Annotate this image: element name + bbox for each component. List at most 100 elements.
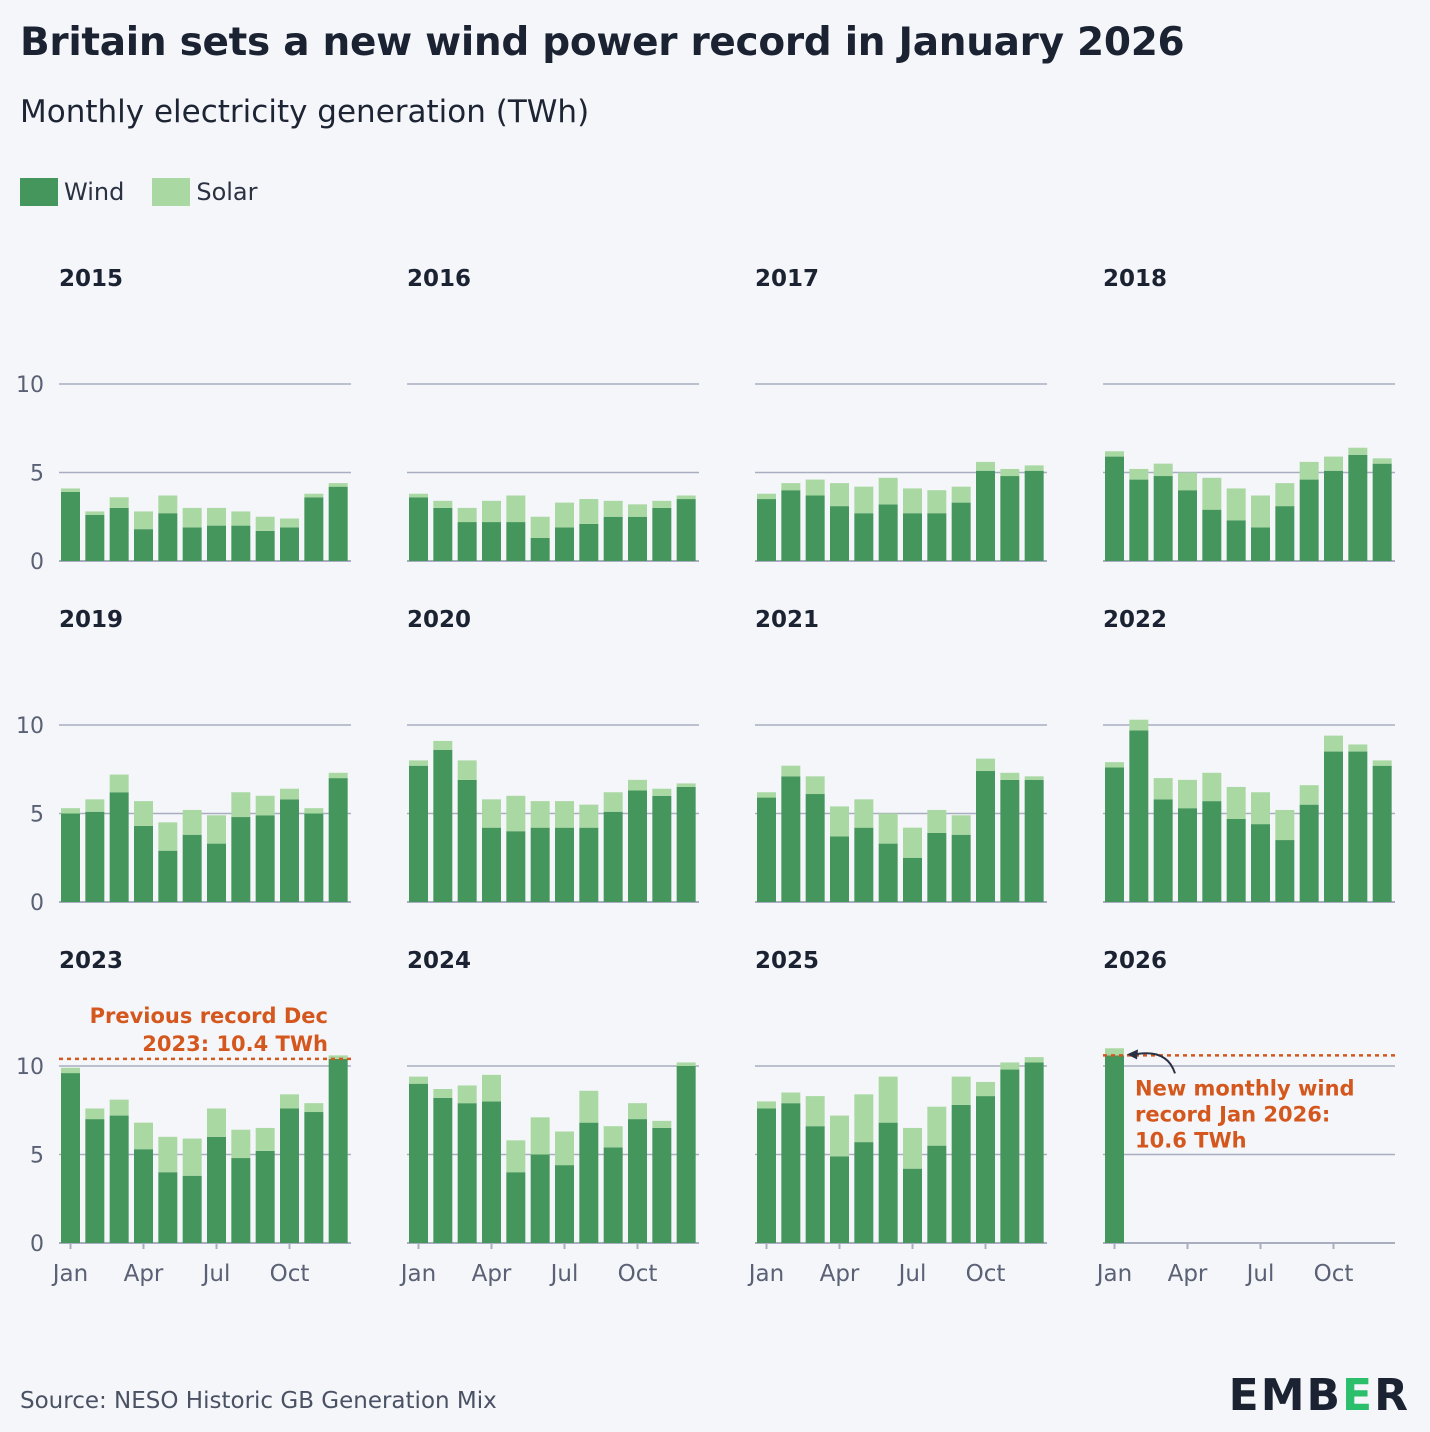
panel-2023-bar-wind-Dec <box>328 1058 348 1243</box>
panel-2021-bar-wind-Sep <box>951 834 971 902</box>
panel-2021-bar-solar-Mar <box>805 776 825 795</box>
panel-2017-bar-wind-Oct <box>976 470 995 561</box>
panel-2024-bar-wind-Jan <box>409 1083 428 1243</box>
panel-2016-bar-wind-Nov <box>652 507 672 561</box>
panel-2026-bar-solar-Jan <box>1105 1048 1124 1056</box>
panel-2024-bar-solar-Aug <box>579 1090 599 1123</box>
panel-2017-bar-solar-Aug <box>927 490 947 514</box>
panel-2020-bar-solar-Dec <box>676 783 696 787</box>
panel-2021-bar-solar-Dec <box>1024 776 1044 780</box>
panel-2025-bar-solar-Oct <box>976 1081 995 1097</box>
panel-2023-bar-wind-Apr <box>134 1149 153 1243</box>
panel-2017-bar-wind-Mar <box>805 495 825 561</box>
panel-2024-bar-solar-Feb <box>433 1089 453 1098</box>
panel-2023-bar-solar-Jul <box>207 1108 226 1137</box>
panel-2016-bar-wind-Sep <box>603 516 623 561</box>
panel-2018-bar-wind-May <box>1202 509 1222 561</box>
panel-2024-bar-solar-Apr <box>482 1074 501 1102</box>
panel-2021-bar-wind-Dec <box>1024 779 1044 902</box>
panel-2021-title: 2021 <box>755 607 819 633</box>
panel-2015-bar-solar-Sep <box>255 516 275 531</box>
panel-2025-bar-solar-Aug <box>927 1106 947 1146</box>
panel-2023-bar-solar-May <box>158 1136 178 1173</box>
panel-2017-bar-solar-May <box>854 486 874 514</box>
panel-2025-bar-wind-May <box>854 1142 874 1243</box>
panel-2021-bar-wind-Nov <box>1000 779 1020 902</box>
panel-2023-bar-solar-Nov <box>304 1103 324 1113</box>
panel-2019-ytick-0: 0 <box>30 891 44 916</box>
panel-2016-bar-wind-Feb <box>433 507 453 561</box>
panel-2017-bar-wind-Feb <box>781 490 801 561</box>
panel-2018-bar-wind-Jul <box>1251 527 1270 561</box>
panel-2026-xtick-Jan: Jan <box>1095 1261 1132 1287</box>
panel-2017-bar-solar-Nov <box>1000 468 1020 477</box>
panel-2021-bar-wind-Apr <box>830 836 849 902</box>
panel-2021-bar-solar-May <box>854 799 874 828</box>
panel-2020-bar-solar-Feb <box>433 740 453 750</box>
panel-2024-bar-wind-Dec <box>676 1066 696 1243</box>
panel-2021-bar-solar-Feb <box>781 765 801 777</box>
panel-2015-bar-solar-May <box>158 495 178 514</box>
panel-2016-bar-wind-Jun <box>530 537 550 561</box>
panel-2024-bar-solar-May <box>506 1140 526 1173</box>
panel-2020-bar-solar-Jan <box>409 760 428 766</box>
panel-2024-xtick-Jan: Jan <box>399 1261 436 1287</box>
panel-2019-bar-wind-Apr <box>134 825 153 902</box>
panel-2023-bar-wind-Sep <box>255 1150 275 1243</box>
panel-2021-bar-wind-Mar <box>805 794 825 902</box>
panel-2017-bar-solar-Dec <box>1024 465 1044 471</box>
panel-2020-bar-solar-Nov <box>652 788 672 796</box>
panel-2019-bar-solar-Jul <box>207 815 226 844</box>
panel-2021-bar-wind-Aug <box>927 832 947 902</box>
panel-2021-bar-solar-Jul <box>903 827 922 858</box>
panel-2017-bar-wind-Aug <box>927 513 947 561</box>
panel-2016-bar-wind-Oct <box>628 516 647 561</box>
panel-2023-bar-solar-Aug <box>231 1129 251 1159</box>
panel-2016-bar-wind-Jul <box>555 527 574 561</box>
panel-2015-bar-wind-Jan <box>61 491 80 561</box>
legend-label-wind: Wind <box>64 178 125 206</box>
panel-2016-bar-solar-Jan <box>409 493 428 498</box>
panel-2015-bar-wind-Oct <box>280 527 299 561</box>
panel-2017-bar-solar-Jan <box>757 493 776 500</box>
panel-2018-bar-solar-Feb <box>1129 468 1149 480</box>
panel-2019-bar-wind-Dec <box>328 778 348 902</box>
panel-2025-title: 2025 <box>755 948 819 974</box>
panel-2024-bar-wind-Sep <box>603 1147 623 1243</box>
panel-2023-ytick-10: 10 <box>16 1055 44 1080</box>
panel-2023-bar-wind-Nov <box>304 1112 324 1243</box>
panel-2019-bar-solar-Dec <box>328 772 348 779</box>
panel-2024-xtick-Oct: Oct <box>618 1261 658 1287</box>
panel-2018-bar-solar-May <box>1202 477 1222 510</box>
panel-2018-bar-solar-Apr <box>1178 472 1197 491</box>
panel-2016-bar-solar-Nov <box>652 500 672 508</box>
panel-2018-bar-wind-Jun <box>1226 520 1246 561</box>
panel-2022-bar-wind-Apr <box>1178 808 1197 902</box>
panel-2025-bar-solar-Nov <box>1000 1062 1020 1070</box>
panel-2018-bar-solar-Jan <box>1105 451 1124 457</box>
panel-2019-bar-solar-Feb <box>85 799 105 812</box>
panel-2024-xtick-Jul: Jul <box>549 1261 579 1287</box>
panel-2020-bar-solar-Apr <box>482 799 501 828</box>
panel-2018-bar-wind-Mar <box>1153 476 1173 561</box>
panel-2022-bar-wind-Nov <box>1348 751 1368 902</box>
panel-2015-title: 2015 <box>59 266 123 292</box>
panel-2022-bar-wind-Jun <box>1226 818 1246 902</box>
panel-2023-ytick-5: 5 <box>30 1144 44 1169</box>
panel-2021-bar-solar-Jan <box>757 792 776 798</box>
panel-2022-bar-solar-Apr <box>1178 779 1197 809</box>
panel-2023-bar-wind-Mar <box>109 1115 129 1243</box>
panel-2026-xtick-Oct: Oct <box>1314 1261 1354 1287</box>
panel-2017-bar-wind-Jul <box>903 513 922 561</box>
panel-2016-bar-wind-Apr <box>482 522 501 561</box>
panel-2018-bar-wind-Feb <box>1129 479 1149 561</box>
panel-2023-ytick-0: 0 <box>30 1232 44 1257</box>
panel-2022-bar-wind-Jan <box>1105 767 1124 902</box>
panel-2017-bar-solar-Oct <box>976 461 995 471</box>
panel-2025-xtick-Apr: Apr <box>820 1261 860 1287</box>
panel-2020-bar-solar-Jul <box>555 801 574 828</box>
panel-2022-bar-solar-Dec <box>1372 760 1392 766</box>
panel-2021-bar-wind-Oct <box>976 771 995 902</box>
panel-2025-bar-wind-Dec <box>1024 1062 1044 1243</box>
